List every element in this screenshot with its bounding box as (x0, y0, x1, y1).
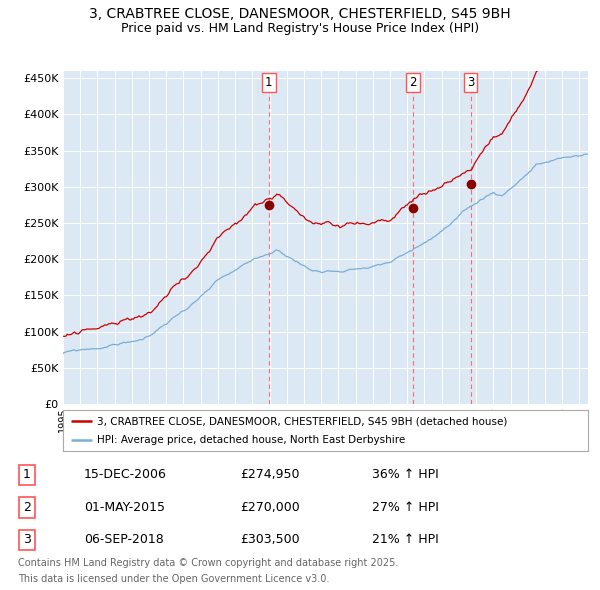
Text: Price paid vs. HM Land Registry's House Price Index (HPI): Price paid vs. HM Land Registry's House … (121, 22, 479, 35)
Text: This data is licensed under the Open Government Licence v3.0.: This data is licensed under the Open Gov… (18, 574, 329, 584)
Text: Contains HM Land Registry data © Crown copyright and database right 2025.: Contains HM Land Registry data © Crown c… (18, 558, 398, 568)
Text: 27% ↑ HPI: 27% ↑ HPI (372, 501, 439, 514)
Text: 1: 1 (265, 76, 272, 89)
Text: 3: 3 (467, 76, 474, 89)
Text: 21% ↑ HPI: 21% ↑ HPI (372, 533, 439, 546)
Text: 3: 3 (23, 533, 31, 546)
Text: 2: 2 (23, 501, 31, 514)
Text: £303,500: £303,500 (240, 533, 299, 546)
Text: 15-DEC-2006: 15-DEC-2006 (84, 468, 167, 481)
Text: 1: 1 (23, 468, 31, 481)
Text: 2: 2 (409, 76, 416, 89)
Text: 3, CRABTREE CLOSE, DANESMOOR, CHESTERFIELD, S45 9BH: 3, CRABTREE CLOSE, DANESMOOR, CHESTERFIE… (89, 7, 511, 21)
Text: HPI: Average price, detached house, North East Derbyshire: HPI: Average price, detached house, Nort… (97, 435, 406, 445)
Text: £274,950: £274,950 (240, 468, 299, 481)
Text: 36% ↑ HPI: 36% ↑ HPI (372, 468, 439, 481)
Text: £270,000: £270,000 (240, 501, 300, 514)
Text: 01-MAY-2015: 01-MAY-2015 (84, 501, 165, 514)
Text: 06-SEP-2018: 06-SEP-2018 (84, 533, 164, 546)
Text: 3, CRABTREE CLOSE, DANESMOOR, CHESTERFIELD, S45 9BH (detached house): 3, CRABTREE CLOSE, DANESMOOR, CHESTERFIE… (97, 416, 508, 426)
